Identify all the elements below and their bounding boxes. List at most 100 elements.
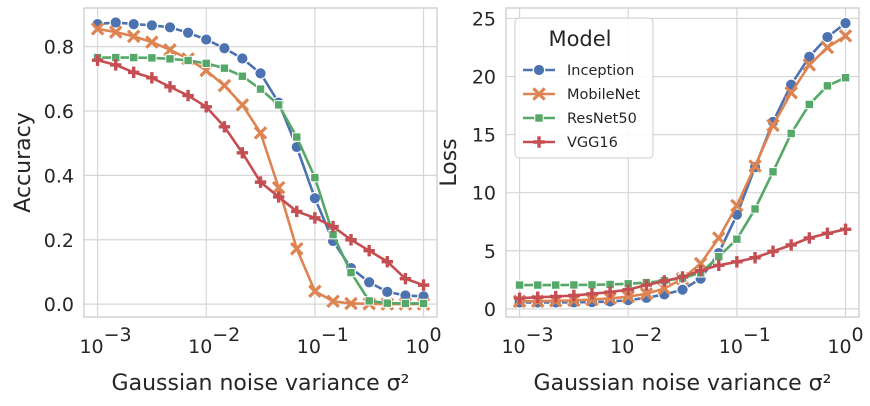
data-point [532,291,544,303]
data-point [271,180,286,195]
data-point [91,54,104,66]
y-tick-label: 0.4 [44,165,74,187]
legend-entry: MobileNet [523,87,640,103]
x-tick-label: 10 [501,336,525,358]
data-point [820,40,835,55]
legend-title: Model [548,27,611,51]
data-point [750,204,760,214]
data-point [273,100,284,110]
data-point [513,292,526,304]
legend-label: Inception [567,63,634,79]
data-point [604,286,616,298]
x-tick-label: 10 [79,336,103,358]
data-point [90,22,105,36]
data-point [418,298,429,309]
data-point [181,26,195,40]
y-tick-label: 15 [472,125,496,147]
data-point [586,288,598,300]
x-axis-label: Gaussian noise variance σ² [534,371,832,396]
data-point [235,98,250,112]
data-point [108,25,123,39]
series-inception [91,16,430,303]
legend-marker [534,113,544,123]
data-point [363,244,375,257]
data-point [218,121,231,133]
data-point [417,279,430,291]
data-point [838,29,853,43]
data-point [364,296,374,306]
data-point [839,16,852,30]
data-point [145,19,159,32]
data-point [145,35,159,49]
data-point [362,275,376,289]
data-point [676,283,689,297]
data-point [309,212,321,224]
data-point [658,275,671,287]
data-point [327,220,339,233]
x-tick-exponent: −1 [743,324,771,346]
x-tick-exponent: −3 [526,324,554,346]
data-point [128,52,139,63]
data-point [785,239,797,251]
data-point [163,43,177,57]
data-point [291,205,303,218]
legend-label: VGG16 [567,135,618,151]
data-point [219,63,230,73]
series-vgg16 [513,223,852,304]
data-point [272,191,285,203]
data-point [200,101,212,113]
y-tick-label: 0.8 [44,37,74,59]
legend-label: ResNet50 [567,111,637,127]
legend-entry: VGG16 [523,135,618,151]
data-point [587,280,597,290]
data-point [310,172,320,183]
data-point [640,279,653,291]
y-tick-label: 25 [472,8,496,30]
data-point [182,89,194,102]
y-tick-label: 0 [484,299,496,321]
data-point [768,167,778,177]
data-point [236,52,249,65]
legend-marker [532,63,546,77]
data-point [549,290,562,303]
series-vgg16 [91,54,430,291]
data-point [767,245,779,258]
data-point [163,21,177,34]
data-point [748,159,762,173]
data-point [110,59,122,71]
legend-label: MobileNet [567,87,640,103]
legend-entry: Inception [523,63,634,79]
plot-frame [83,7,438,318]
x-tick-label: 10 [297,336,321,358]
x-tick-exponent: 0 [852,324,864,346]
data-point [711,231,726,245]
data-point [399,272,412,285]
data-point [784,86,798,100]
data-point [381,285,394,299]
data-point [237,71,248,81]
data-point [839,223,852,235]
data-point [326,294,340,308]
data-point [550,280,561,290]
data-point [694,264,707,277]
data-point [201,58,211,69]
data-point [164,81,176,93]
data-point [346,267,356,278]
y-tick-label: 0.0 [44,294,74,316]
data-point [804,99,815,110]
data-point [585,292,599,307]
x-tick-label: 10 [405,336,429,358]
x-tick-exponent: −3 [104,324,132,346]
data-point [165,54,175,64]
y-tick-label: 20 [472,67,496,89]
data-point [217,78,232,93]
data-point [821,227,834,240]
data-point [183,55,193,66]
data-point [127,17,140,31]
data-point [731,256,743,268]
data-point [218,41,231,55]
data-point [345,234,357,246]
data-point [766,118,780,133]
